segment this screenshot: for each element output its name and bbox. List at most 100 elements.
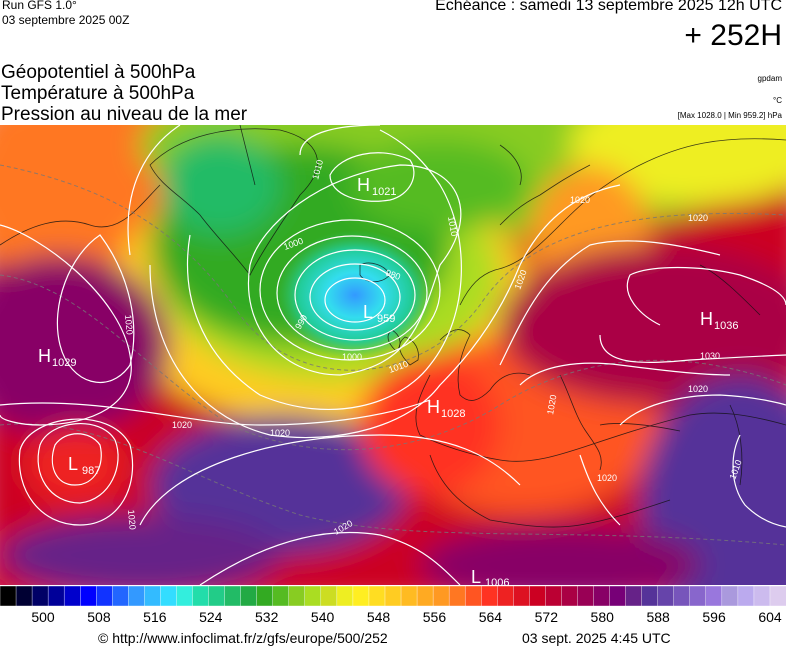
colorbar-swatch (240, 586, 258, 606)
colorbar-swatch (47, 586, 65, 606)
isobar-label: 1000 (342, 352, 362, 362)
isobar-label: 1020 (688, 384, 708, 394)
colorbar-swatch (31, 586, 49, 606)
colorbar-swatch (673, 586, 691, 606)
colorbar-swatch (304, 586, 322, 606)
pressure-centre-value: 1021 (372, 186, 396, 198)
colorbar-swatch (400, 586, 418, 606)
colorbar-swatch (15, 586, 33, 606)
colorbar-swatch (416, 586, 434, 606)
colorbar-tick-label: 580 (590, 609, 614, 625)
colorbar-swatch (609, 586, 627, 606)
isobar-label: 1020 (545, 394, 558, 415)
colorbar-swatch (513, 586, 530, 606)
colorbar-tick-label: 596 (702, 609, 726, 625)
title-geopotential: Géopotentiel à 500hPa (1, 62, 196, 83)
pressure-centre-symbol: H (427, 397, 440, 417)
colorbar-swatch (320, 586, 338, 606)
colorbar-swatch (721, 586, 739, 606)
colorbar-tick-label: 508 (87, 609, 111, 625)
colorbar-swatch (192, 586, 210, 606)
forecast-valid-time: Echéance : samedi 13 septembre 2025 12h … (435, 0, 782, 14)
colorbar-swatch (63, 586, 81, 606)
source-credit: © http://www.infoclimat.fr/z/gfs/europe/… (98, 630, 388, 646)
colorbar-tick-label: 516 (143, 609, 167, 625)
colorbar-swatch (753, 586, 771, 606)
isobar-label: 1020 (172, 420, 192, 430)
colorbar-swatch (481, 586, 498, 606)
colorbar-swatch (96, 586, 113, 606)
colorbar-swatch (352, 586, 370, 606)
colorbar-tick-label: 564 (478, 609, 503, 625)
colorbar-swatch (577, 586, 595, 606)
colorbar-swatch (0, 586, 17, 606)
run-date: 03 septembre 2025 00Z (2, 13, 130, 27)
colorbar-swatch (657, 586, 675, 606)
pressure-centre-value: 1036 (714, 320, 738, 332)
colorbar-swatch (529, 586, 546, 606)
colorbar-swatch (737, 586, 755, 606)
colorbar-tick-label: 524 (199, 609, 223, 625)
isobar-label: 1020 (126, 509, 138, 530)
coastlines (0, 125, 786, 528)
unit-temperature: °C (773, 96, 782, 105)
pressure-extremes: [Max 1028.0 | Min 959.2] hPa (677, 111, 782, 120)
colorbar-swatch (625, 586, 643, 606)
geopotential-contours (0, 164, 786, 546)
colorbar-swatch (561, 586, 579, 606)
pressure-centre-symbol: H (357, 175, 370, 195)
colorbar-swatch (497, 586, 514, 606)
colorbar-swatch (593, 586, 611, 606)
isobar-label: 980 (384, 267, 402, 282)
colorbar-swatch (160, 586, 178, 606)
isobar-label: 1020 (270, 428, 290, 438)
colorbar-swatch (432, 586, 450, 606)
isobar-label: 1030 (700, 351, 720, 361)
low-core-field (275, 230, 435, 360)
forecast-map: H 1021 L 959 H 1036 H 1029 H 1028 L 987 … (0, 125, 786, 585)
colorbar-swatch (336, 586, 354, 606)
colorbar-swatch (545, 586, 563, 606)
colorbar-swatch (705, 586, 723, 606)
colorbar-ticks: 500 508 516 524 532 540 548 556 564 572 580 588 596 6… (0, 609, 786, 627)
colorbar-swatch (641, 586, 659, 606)
pressure-centre-value: 1028 (441, 408, 465, 420)
pressure-centres: H 1021 L 959 H 1036 H 1029 H 1028 L 987 … (38, 175, 738, 585)
colorbar-swatch (128, 586, 145, 606)
colorbar-swatch (208, 586, 226, 606)
colorbar-tick-label: 588 (646, 609, 670, 625)
run-label: Run GFS 1.0° (2, 0, 77, 12)
pressure-centre-symbol: H (700, 309, 713, 329)
colorbar-swatch (144, 586, 162, 606)
pressure-centre-symbol: H (38, 346, 51, 366)
pressure-centre-value: 1006 (485, 577, 509, 585)
colorbar-swatch (112, 586, 129, 606)
colorbar-swatch (368, 586, 386, 606)
colorbar-swatch (464, 586, 482, 606)
colorbar-swatch (256, 586, 274, 606)
pressure-centre-symbol: L (363, 302, 373, 322)
isobar-label: 1020 (570, 195, 590, 205)
colorbar-swatch (769, 586, 786, 606)
colorbar-tick-label: 556 (422, 609, 447, 625)
isobar-label: 1020 (597, 473, 617, 483)
colorbar-swatch (272, 586, 290, 606)
colorbar-swatch (79, 586, 97, 606)
title-temperature: Température à 500hPa (1, 83, 195, 104)
colorbar-tick-label: 572 (534, 609, 558, 625)
unit-geopotential: gpdam (757, 74, 782, 83)
colorbar-tick-label: 532 (255, 609, 279, 625)
pressure-centre-symbol: L (68, 454, 78, 474)
colorbar-tick-label: 604 (758, 609, 782, 625)
isobars (0, 125, 786, 585)
pressure-centre-value: 987 (82, 465, 100, 477)
colorbar-swatch (176, 586, 194, 606)
isobar-label: 1020 (123, 314, 135, 335)
lead-time: + 252H (684, 19, 782, 52)
isobar-label: 1010 (446, 216, 459, 237)
isobar-label: 1020 (688, 213, 708, 223)
colorbar-tick-label: 540 (310, 609, 335, 625)
pressure-centre-value: 1029 (52, 357, 76, 369)
colorbar-swatch (448, 586, 466, 606)
colorbar-tick-label: 548 (366, 609, 391, 625)
